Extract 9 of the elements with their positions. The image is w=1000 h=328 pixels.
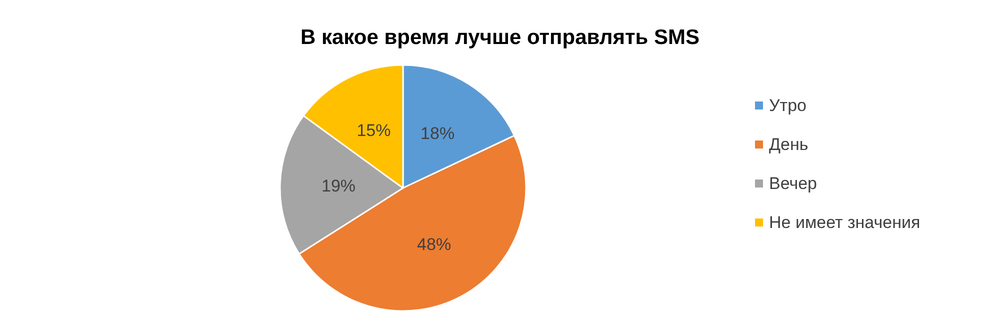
legend-label: Вечер xyxy=(769,174,817,193)
legend-label: Не имеет значения xyxy=(769,213,920,232)
legend-label: Утро xyxy=(769,96,806,115)
data-label: 15% xyxy=(356,121,391,140)
data-label: 48% xyxy=(417,235,452,254)
data-label: 19% xyxy=(322,176,356,196)
chart-title: В какое время лучше отправлять SMS xyxy=(300,26,700,49)
legend-label: День xyxy=(769,135,808,154)
data-label: 18% xyxy=(420,124,455,144)
